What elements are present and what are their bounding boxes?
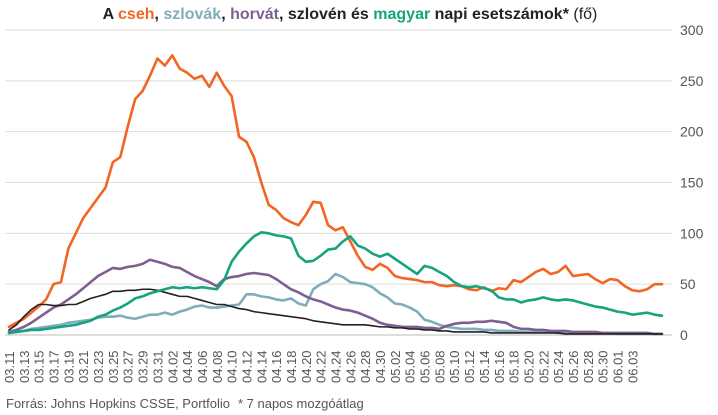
x-tick-label: 05.24 [551,350,566,383]
x-tick-label: 05.04 [403,350,418,383]
x-tick-label: 03.17 [47,350,62,383]
x-tick-label: 05.06 [418,350,433,383]
series-line-sk [7,272,664,336]
series-line-cz [7,54,664,329]
x-tick-label: 04.12 [239,350,254,383]
series-line-hr [7,258,664,336]
y-tick-label: 300 [680,22,704,38]
x-tick-label: 05.16 [492,350,507,383]
y-tick-label: 150 [680,175,704,191]
y-tick-label: 0 [680,327,688,343]
x-tick-label: 03.25 [106,350,121,383]
source-note: Forrás: Johns Hopkins CSSE, Portfolio [6,396,230,411]
x-tick-label: 05.26 [566,350,581,383]
x-tick-label: 04.16 [269,350,284,383]
y-tick-label: 100 [680,225,704,241]
x-tick-label: 05.22 [536,350,551,383]
title-cz-label: cseh [118,6,155,23]
x-axis-ticks: 03.11 03.13 03.15 03.17 03.19 03.21 03.23 03.25… [2,350,640,383]
x-tick-label: 03.21 [76,350,91,383]
x-tick-label: 04.10 [225,350,240,383]
x-tick-label: 04.30 [373,350,388,383]
x-tick-label: 05.12 [462,350,477,383]
gridlines [5,29,672,336]
y-tick-label: 200 [680,124,704,140]
x-tick-label: 04.02 [165,350,180,383]
x-tick-label: 03.23 [91,350,106,383]
series-lines [7,54,664,336]
x-tick-label: 03.19 [61,350,76,383]
x-tick-label: 04.08 [210,350,225,383]
x-tick-label: 05.18 [507,350,522,383]
x-tick-label: 04.28 [358,350,373,383]
x-tick-label: 05.14 [477,350,492,383]
title-hr-label: horvát [230,6,279,23]
x-tick-label: 05.30 [596,350,611,383]
x-tick-label: 04.14 [254,350,269,383]
x-tick-label: 06.01 [610,350,625,383]
x-tick-label: 03.27 [121,350,136,383]
x-tick-label: 04.04 [180,350,195,383]
x-tick-label: 04.24 [329,350,344,383]
x-tick-label: 03.13 [17,350,32,383]
y-axis-ticks: 0 50 100 150 200 250 300 [680,22,704,343]
title-text: napi esetszámok* [430,6,569,23]
x-tick-label: 03.11 [2,351,17,383]
title-text: , [154,6,164,23]
series-line-hu [7,231,664,335]
x-tick-label: 05.20 [521,350,536,383]
x-tick-label: 05.28 [581,350,596,383]
title-sk-label: szlovák [163,6,222,23]
x-tick-label: 05.10 [447,350,462,383]
title-text: A [102,6,119,23]
x-tick-label: 03.15 [32,350,47,383]
x-tick-label: 04.06 [195,350,210,383]
y-tick-label: 250 [680,73,704,89]
x-tick-label: 04.20 [299,350,314,383]
x-tick-label: 04.18 [284,350,299,383]
x-tick-label: 05.02 [388,350,403,383]
x-tick-label: 05.08 [432,350,447,383]
series-line-si [8,288,663,335]
title-text: , szlovén és [279,6,374,23]
x-tick-label: 06.03 [625,350,640,383]
title-unit: (fő) [568,6,598,23]
y-tick-label: 50 [680,276,696,292]
x-tick-label: 04.22 [314,350,329,383]
title-text: , [221,6,231,23]
footnote: Forrás: Johns Hopkins CSSE, Portfolio * 7… [6,396,364,411]
moving-average-note: * 7 napos mozgóátlag [237,396,364,411]
x-tick-label: 04.26 [343,350,358,383]
x-tick-label: 03.29 [136,350,151,383]
chart-title: A cseh, szlovák, horvát, szlovén és magy… [0,6,700,24]
x-tick-label: 03.31 [150,350,165,383]
title-hu-label: magyar [373,6,431,23]
